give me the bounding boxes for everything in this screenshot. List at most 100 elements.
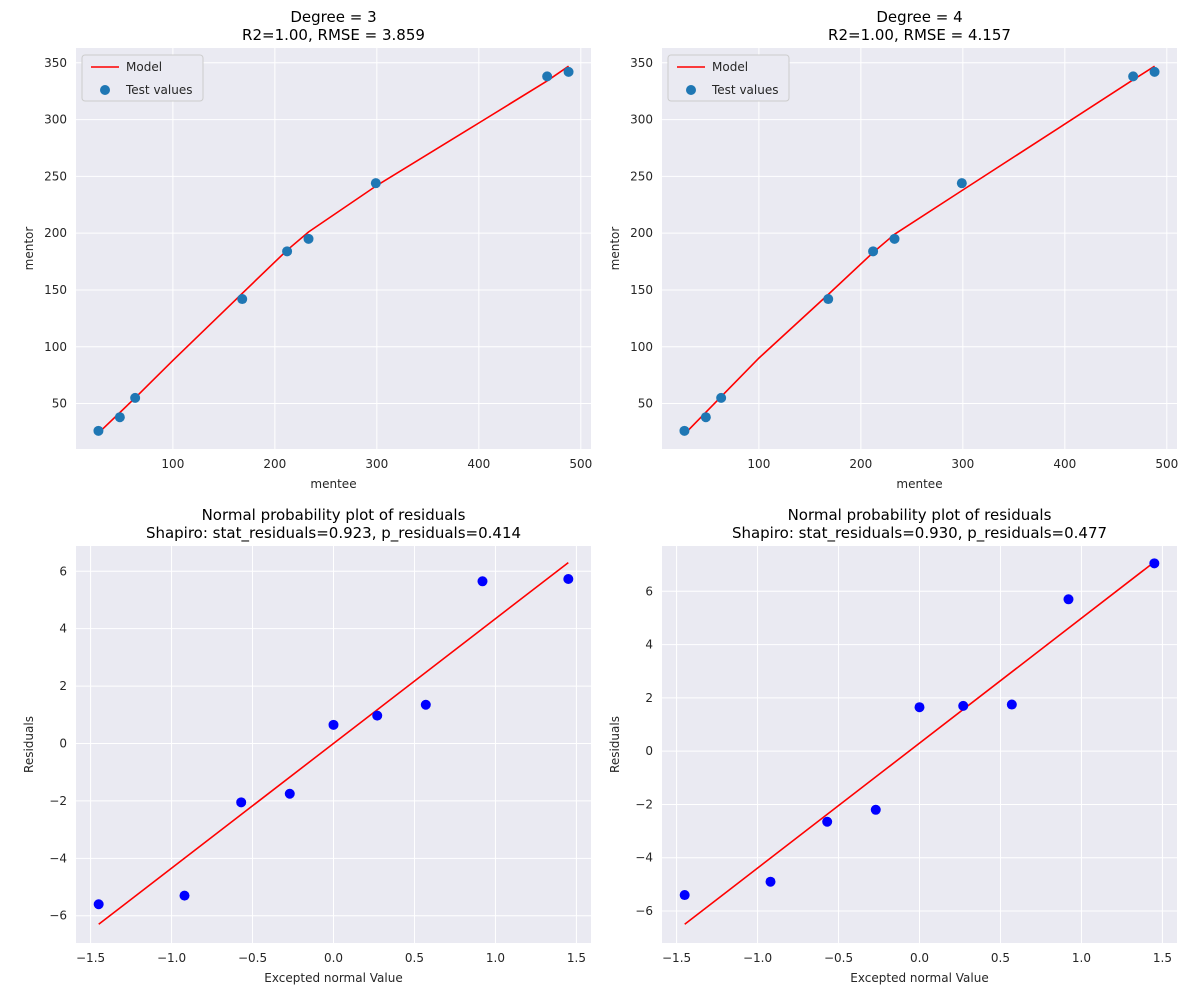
- data-point: [1128, 71, 1139, 82]
- y-tick-label: 4: [59, 622, 67, 636]
- data-point: [130, 392, 141, 403]
- x-tick-label: 0.0: [910, 951, 929, 965]
- y-tick-label: 200: [44, 226, 67, 240]
- data-point: [716, 392, 727, 403]
- data-point: [370, 178, 381, 189]
- chart-subtitle: R2=1.00, RMSE = 4.157: [828, 26, 1011, 44]
- y-tick-label: 150: [44, 283, 67, 297]
- y-tick-label: −2: [49, 794, 67, 808]
- x-tick-label: 1.5: [567, 951, 586, 965]
- data-point: [237, 294, 248, 305]
- x-tick-label: −0.5: [824, 951, 853, 965]
- data-point: [822, 816, 833, 827]
- y-tick-label: −6: [635, 904, 653, 918]
- chart-title: Normal probability plot of residuals: [202, 506, 466, 524]
- y-tick-label: 50: [638, 397, 653, 411]
- y-tick-label: 100: [44, 340, 67, 354]
- x-axis-label: Excepted normal Value: [264, 971, 402, 985]
- y-tick-label: 0: [59, 736, 67, 750]
- data-point: [93, 425, 104, 436]
- data-point: [958, 700, 969, 711]
- x-tick-label: −1.5: [76, 951, 105, 965]
- data-point: [477, 576, 488, 587]
- y-tick-label: 150: [630, 283, 653, 297]
- y-axis-label: mentor: [608, 227, 622, 271]
- x-tick-label: 500: [1155, 457, 1178, 471]
- x-axis-label: mentee: [896, 477, 942, 491]
- series-line-model: [97, 65, 570, 434]
- chart-subtitle: R2=1.00, RMSE = 3.859: [242, 26, 425, 44]
- data-point: [372, 710, 383, 721]
- y-axis-label: mentor: [22, 227, 36, 271]
- y-tick-label: 4: [645, 638, 653, 652]
- y-axis-label: Residuals: [22, 716, 36, 773]
- chart-subtitle: Shapiro: stat_residuals=0.923, p_residua…: [146, 524, 521, 543]
- series-line-fit: [684, 561, 1155, 925]
- plot-area: [76, 48, 591, 449]
- data-point: [1149, 558, 1160, 569]
- data-point: [420, 699, 431, 710]
- data-point: [823, 294, 834, 305]
- y-tick-label: 250: [44, 169, 67, 183]
- data-point: [542, 71, 553, 82]
- data-point: [563, 574, 574, 585]
- y-tick-label: 300: [630, 113, 653, 127]
- chart-title: Normal probability plot of residuals: [788, 506, 1052, 524]
- x-axis-label: Excepted normal Value: [850, 971, 988, 985]
- x-tick-label: 0.0: [324, 951, 343, 965]
- chart-1: 100 200 300 400 500 50 100 150 200 250 300 350 Degre…: [22, 8, 592, 491]
- y-tick-label: 2: [645, 691, 653, 705]
- x-tick-label: 500: [569, 457, 592, 471]
- x-tick-label: 100: [161, 457, 184, 471]
- y-tick-label: 2: [59, 679, 67, 693]
- y-tick-label: 300: [44, 113, 67, 127]
- data-point: [303, 233, 314, 244]
- data-point: [889, 233, 900, 244]
- y-tick-label: −6: [49, 909, 67, 923]
- data-point: [1149, 66, 1160, 77]
- data-point: [328, 719, 339, 730]
- chart-title: Degree = 4: [876, 8, 962, 26]
- data-point: [679, 890, 690, 901]
- x-tick-label: 200: [263, 457, 286, 471]
- y-tick-label: 250: [630, 169, 653, 183]
- y-tick-label: 350: [630, 56, 653, 70]
- y-tick-label: −2: [635, 797, 653, 811]
- data-point: [93, 899, 104, 910]
- x-tick-label: 1.0: [1072, 951, 1091, 965]
- x-tick-label: −1.5: [662, 951, 691, 965]
- x-tick-label: 300: [365, 457, 388, 471]
- plot-area: [662, 48, 1177, 449]
- x-tick-label: −1.0: [157, 951, 186, 965]
- data-point: [914, 702, 925, 713]
- legend-entry: Model: [126, 60, 162, 74]
- x-tick-label: 0.5: [405, 951, 424, 965]
- legend: Model Test values: [81, 54, 204, 102]
- x-tick-label: −1.0: [743, 951, 772, 965]
- x-axis-label: mentee: [310, 477, 356, 491]
- y-tick-label: 0: [645, 744, 653, 758]
- chart-4: −1.5 −1.0 −0.5 0.0 0.5 1.0 1.5 −6 −4 −2 0 2 4 6 Normal…: [608, 506, 1177, 985]
- y-tick-label: −4: [49, 851, 67, 865]
- x-tick-label: 300: [951, 457, 974, 471]
- x-tick-label: 200: [849, 457, 872, 471]
- data-point: [236, 797, 247, 808]
- chart-subtitle: Shapiro: stat_residuals=0.930, p_residua…: [732, 524, 1107, 543]
- x-tick-label: 400: [1053, 457, 1076, 471]
- y-axis-label: Residuals: [608, 716, 622, 773]
- y-tick-label: 350: [44, 56, 67, 70]
- data-point: [1006, 699, 1017, 710]
- data-point: [284, 788, 295, 799]
- data-point: [765, 876, 776, 887]
- legend-entry: Test values: [125, 83, 192, 97]
- y-tick-label: 50: [52, 397, 67, 411]
- x-tick-label: 400: [467, 457, 490, 471]
- x-tick-label: 100: [747, 457, 770, 471]
- data-point: [870, 804, 881, 815]
- legend-marker-swatch: [686, 85, 696, 95]
- chart-3: −1.5 −1.0 −0.5 0.0 0.5 1.0 1.5 −6 −4 −2 0 2 4 6 Normal…: [22, 506, 591, 985]
- data-point: [179, 890, 190, 901]
- y-tick-label: 100: [630, 340, 653, 354]
- x-tick-label: −0.5: [238, 951, 267, 965]
